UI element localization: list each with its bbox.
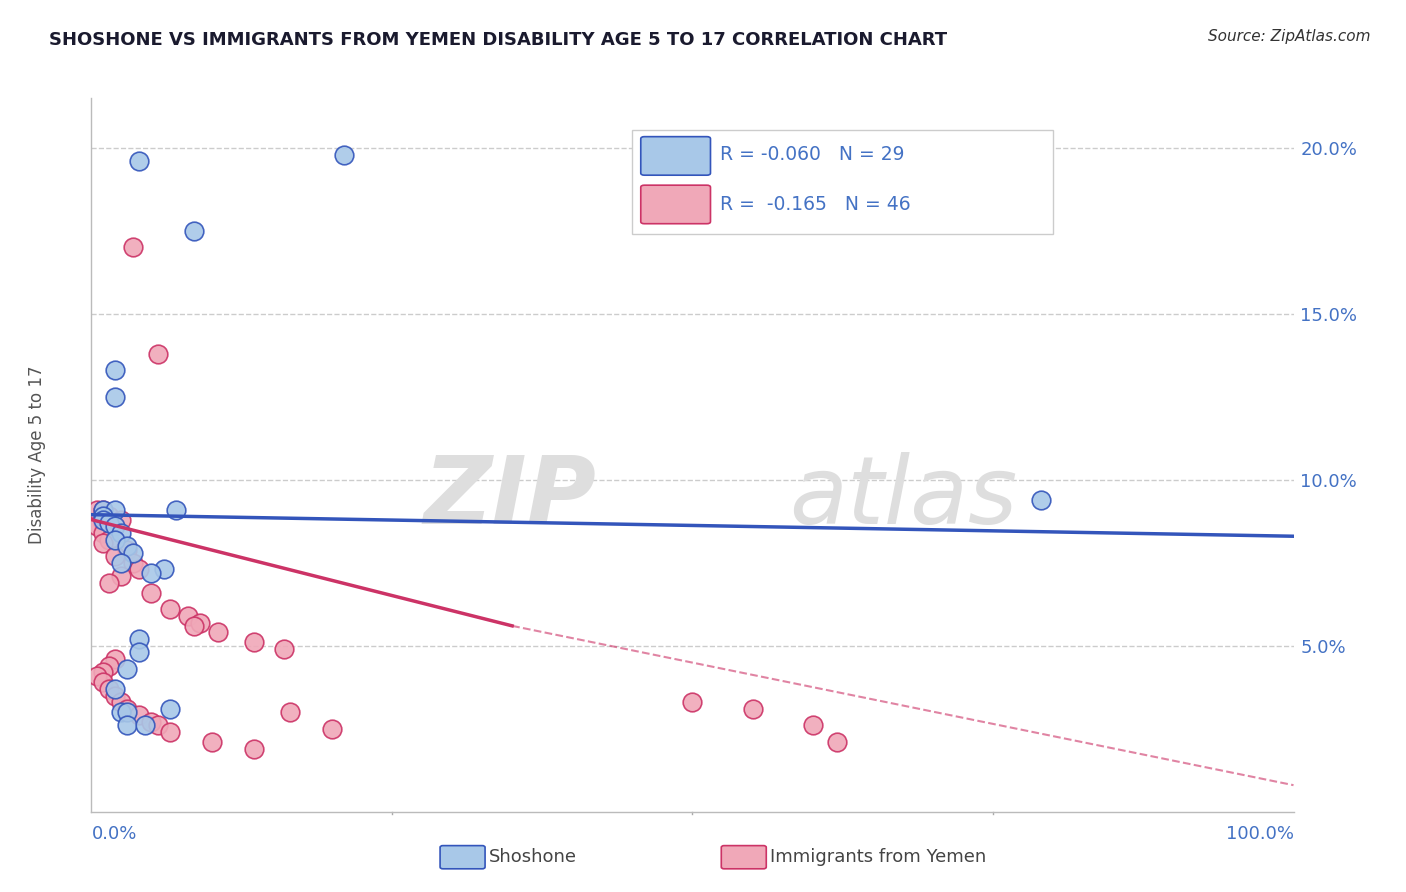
Point xyxy=(128,708,150,723)
Point xyxy=(117,539,139,553)
Point xyxy=(122,556,145,570)
Point xyxy=(122,240,145,254)
Point xyxy=(141,585,163,599)
Point xyxy=(110,569,132,583)
Point xyxy=(681,695,703,709)
Point xyxy=(93,516,115,530)
Point xyxy=(128,562,150,576)
Point xyxy=(98,516,121,530)
Text: Immigrants from Yemen: Immigrants from Yemen xyxy=(770,848,987,866)
Text: 0.0%: 0.0% xyxy=(91,824,136,843)
Point xyxy=(93,665,115,680)
Point xyxy=(104,390,127,404)
Point xyxy=(159,702,181,716)
Point xyxy=(321,722,343,736)
FancyBboxPatch shape xyxy=(641,186,710,224)
Point xyxy=(159,725,181,739)
Point xyxy=(98,533,121,547)
Point xyxy=(117,718,139,732)
Point xyxy=(104,689,127,703)
Point xyxy=(104,363,127,377)
Point xyxy=(176,608,198,623)
FancyBboxPatch shape xyxy=(633,130,1053,234)
Point xyxy=(104,502,127,516)
Point xyxy=(141,566,163,580)
Point xyxy=(801,718,824,732)
Point xyxy=(134,718,156,732)
Text: 100.0%: 100.0% xyxy=(1226,824,1294,843)
Point xyxy=(128,632,150,647)
Point xyxy=(242,741,264,756)
Text: R =  -0.165   N = 46: R = -0.165 N = 46 xyxy=(720,195,911,214)
Text: Disability Age 5 to 17: Disability Age 5 to 17 xyxy=(28,366,46,544)
Point xyxy=(93,675,115,690)
Point xyxy=(117,662,139,676)
Point xyxy=(165,502,187,516)
Point xyxy=(110,556,132,570)
Text: atlas: atlas xyxy=(789,452,1017,543)
Point xyxy=(278,705,301,719)
Point xyxy=(98,681,121,696)
Point xyxy=(98,509,121,524)
Point xyxy=(104,519,127,533)
Point xyxy=(104,681,127,696)
Point xyxy=(93,536,115,550)
Text: ZIP: ZIP xyxy=(423,451,596,544)
Text: Shoshone: Shoshone xyxy=(489,848,578,866)
Point xyxy=(110,525,132,540)
Point xyxy=(825,735,848,749)
Point xyxy=(146,347,169,361)
Point xyxy=(110,705,132,719)
Point xyxy=(141,715,163,730)
Point xyxy=(183,224,205,238)
Point xyxy=(110,695,132,709)
Point xyxy=(207,625,229,640)
Point xyxy=(741,702,763,716)
Point xyxy=(122,546,145,560)
Point xyxy=(1029,492,1052,507)
Point xyxy=(93,525,115,540)
Point xyxy=(93,502,115,516)
Point xyxy=(117,542,139,557)
Point xyxy=(128,154,150,169)
Text: R = -0.060   N = 29: R = -0.060 N = 29 xyxy=(720,145,904,164)
Point xyxy=(273,642,295,657)
Text: SHOSHONE VS IMMIGRANTS FROM YEMEN DISABILITY AGE 5 TO 17 CORRELATION CHART: SHOSHONE VS IMMIGRANTS FROM YEMEN DISABI… xyxy=(49,31,948,49)
Point xyxy=(104,549,127,563)
Point xyxy=(152,562,174,576)
Point xyxy=(117,702,139,716)
Point xyxy=(146,718,169,732)
FancyBboxPatch shape xyxy=(641,136,710,175)
Point xyxy=(98,575,121,590)
Point xyxy=(201,735,224,749)
Point xyxy=(333,147,356,161)
Point xyxy=(117,705,139,719)
Point xyxy=(93,509,115,524)
Point xyxy=(183,619,205,633)
Point xyxy=(242,635,264,649)
Point xyxy=(98,658,121,673)
Point xyxy=(104,652,127,666)
Point xyxy=(93,502,115,516)
Point xyxy=(93,513,115,527)
Point xyxy=(86,519,108,533)
Point xyxy=(86,502,108,516)
Point xyxy=(86,668,108,682)
Point xyxy=(104,533,127,547)
Point xyxy=(159,602,181,616)
Point xyxy=(128,645,150,659)
Text: Source: ZipAtlas.com: Source: ZipAtlas.com xyxy=(1208,29,1371,44)
Point xyxy=(110,513,132,527)
Point xyxy=(188,615,211,630)
